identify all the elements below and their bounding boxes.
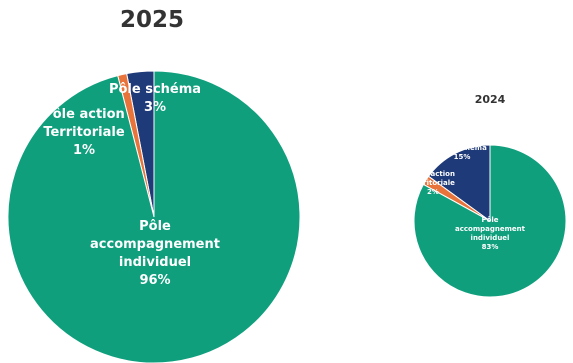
- pie-slice-2024-0: [427, 144, 491, 222]
- chart-title-2024: 2024: [475, 93, 506, 106]
- pie-2025: Pôle schéma 3%Pôle action Territoriale 1% Pô…: [7, 70, 301, 363]
- data-label-2024-1: Pôle action Territoriale 2%: [411, 170, 455, 196]
- pie-slice-2025-2: [7, 70, 301, 363]
- data-label-2024-2: Pôle accompagnement individuel 83%: [455, 216, 526, 251]
- pie-2024: Pôle schéma 15% Pôle action Territoriale 2%P…: [411, 144, 567, 298]
- chart-title-2025: 2025: [120, 7, 184, 33]
- data-label-2025-0: Pôle schéma 3%: [109, 82, 201, 115]
- pie-slice-2024-2: [413, 144, 567, 298]
- data-label-2025-2: Pôle accompagnement individuel 96%: [90, 219, 220, 288]
- data-label-2024-0: Pôle schéma 15%: [437, 144, 487, 161]
- data-label-2025-1: Pôle action Territoriale 1%: [43, 107, 125, 158]
